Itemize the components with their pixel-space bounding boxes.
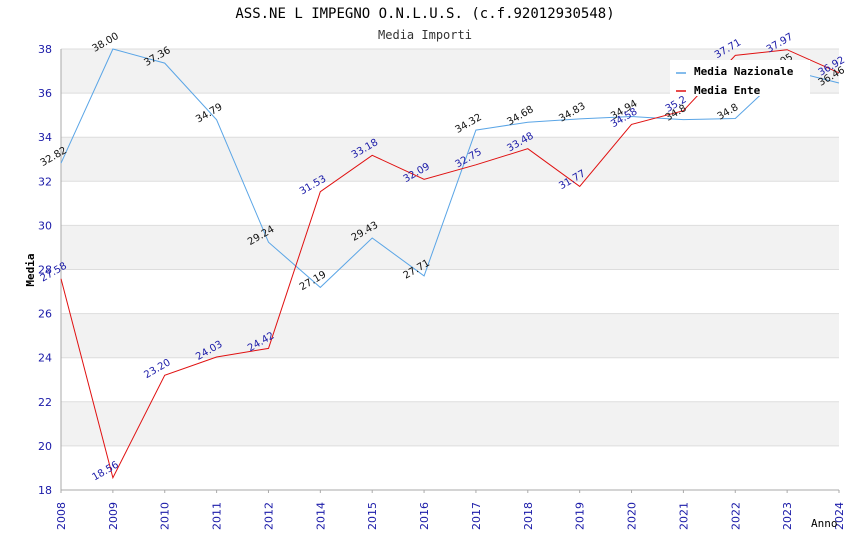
- gridlines: [61, 48, 839, 491]
- series-line-media-nazionale: [60, 48, 840, 289]
- x-tick-label-2012: 2012: [262, 502, 275, 530]
- y-axis-label: Media: [24, 253, 37, 286]
- legend-label-media-nazionale: Media Nazionale: [694, 65, 794, 78]
- y-tick-label-34: 34: [38, 131, 52, 144]
- data-label-media-nazionale-2017: 34.32: [454, 112, 484, 136]
- data-label-media-ente-2009: 18.56: [90, 460, 120, 484]
- x-tick-label-2024: 2024: [833, 502, 846, 530]
- x-tick-label-2011: 2011: [211, 502, 224, 530]
- x-tick-label-2020: 2020: [626, 502, 639, 530]
- legend: Media Nazionale Media Ente: [670, 60, 810, 97]
- x-tick-label-2023: 2023: [781, 502, 794, 530]
- data-label-media-nazionale-2019: 34.83: [557, 101, 587, 125]
- plot-background-bands: [61, 49, 839, 446]
- data-label-media-nazionale-2022: 34.8: [716, 102, 741, 123]
- y-tick-label-18: 18: [38, 484, 52, 497]
- y-tick-label-24: 24: [38, 352, 52, 365]
- data-label-media-nazionale-2014: 27.19: [298, 269, 328, 293]
- y-tick-label-28: 28: [38, 264, 52, 277]
- band-20: [61, 401, 839, 446]
- x-axis-label: Anno: [811, 517, 838, 530]
- data-label-media-ente-2010: 23.20: [142, 357, 172, 381]
- x-tick-label-2015: 2015: [366, 502, 379, 530]
- y-tick-label-32: 32: [38, 175, 52, 188]
- chart-subtitle: Media Importi: [378, 28, 472, 42]
- data-label-media-nazionale-2011: 34.79: [194, 102, 224, 126]
- chart-title: ASS.NE L IMPEGNO O.N.L.U.S. (c.f.9201293…: [235, 6, 614, 22]
- x-tick-label-2019: 2019: [574, 502, 587, 530]
- x-tick-label-2021: 2021: [677, 502, 690, 530]
- y-axis-ticks: 18 20 22 24 26 28 30 32 34 36 38: [38, 43, 52, 497]
- band-28: [61, 225, 839, 270]
- data-label-media-nazionale-2018: 34.68: [505, 104, 535, 128]
- legend-box: [670, 60, 810, 96]
- legend-label-media-ente: Media Ente: [694, 84, 761, 97]
- band-32: [61, 137, 839, 182]
- x-tick-label-2014: 2014: [314, 502, 327, 530]
- y-tick-label-20: 20: [38, 440, 52, 453]
- x-axis-ticks: 2008 2009 2010 2011 2012 2014 2015 2016 2017 2018…: [55, 490, 846, 530]
- x-tick-label-2016: 2016: [418, 502, 431, 530]
- x-tick-label-2010: 2010: [159, 502, 172, 530]
- x-tick-label-2009: 2009: [107, 502, 120, 530]
- y-tick-label-36: 36: [38, 87, 52, 100]
- x-tick-label-2008: 2008: [55, 502, 68, 530]
- y-tick-label-22: 22: [38, 396, 52, 409]
- x-tick-label-2018: 2018: [522, 502, 535, 530]
- y-tick-label-38: 38: [38, 43, 52, 56]
- y-tick-label-26: 26: [38, 308, 52, 321]
- x-tick-label-2022: 2022: [729, 502, 742, 530]
- x-tick-label-2017: 2017: [470, 502, 483, 530]
- y-tick-label-30: 30: [38, 219, 52, 232]
- band-24: [61, 313, 839, 358]
